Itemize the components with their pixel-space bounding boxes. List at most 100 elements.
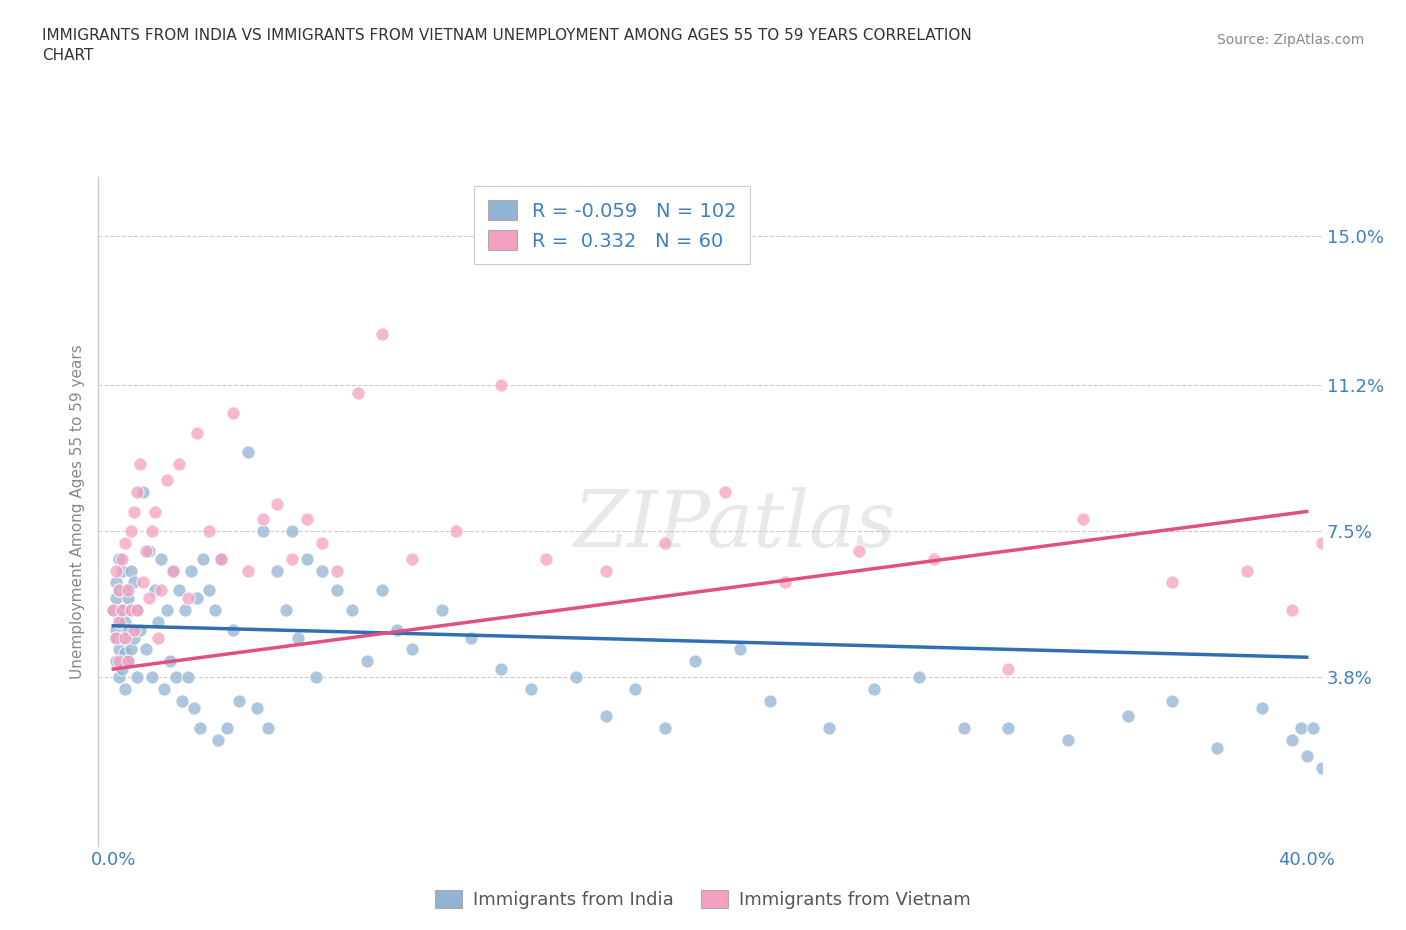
Point (105, 575, 128, 590)
Point (489, 661, 512, 676)
Point (167, 457, 190, 472)
Point (297, 512, 319, 526)
Point (127, 670, 149, 684)
Point (117, 583, 139, 598)
Point (1295, 749, 1317, 764)
Point (114, 615, 136, 630)
Point (997, 661, 1019, 676)
Point (311, 536, 333, 551)
Point (340, 603, 363, 618)
Point (141, 524, 163, 538)
Point (252, 524, 274, 538)
Point (401, 642, 423, 657)
Point (207, 733, 229, 748)
Point (143, 504, 166, 519)
Point (122, 504, 145, 519)
Point (167, 583, 190, 598)
Point (276, 603, 298, 618)
Point (1302, 721, 1324, 736)
Point (654, 721, 676, 736)
Point (170, 693, 193, 708)
Point (138, 543, 160, 558)
Point (114, 583, 136, 598)
Point (191, 551, 214, 566)
Point (311, 564, 333, 578)
Text: ZIPatlas: ZIPatlas (574, 486, 896, 563)
Point (135, 543, 157, 558)
Point (105, 654, 128, 669)
Point (1071, 512, 1094, 526)
Point (108, 610, 131, 625)
Point (122, 631, 145, 645)
Point (108, 654, 131, 669)
Point (108, 551, 131, 566)
Point (595, 564, 617, 578)
Point (1281, 603, 1303, 618)
Point (209, 551, 232, 566)
Point (153, 682, 176, 697)
Point (281, 551, 304, 566)
Point (773, 575, 796, 590)
Text: IMMIGRANTS FROM INDIA VS IMMIGRANTS FROM VIETNAM UNEMPLOYMENT AMONG AGES 55 TO 5: IMMIGRANTS FROM INDIA VS IMMIGRANTS FROM… (42, 28, 972, 62)
Point (114, 536, 136, 551)
Point (758, 693, 780, 708)
Point (371, 583, 394, 598)
Point (446, 524, 468, 538)
Point (266, 564, 288, 578)
Point (1319, 772, 1341, 787)
Point (257, 721, 280, 736)
Point (305, 670, 328, 684)
Point (728, 642, 751, 657)
Point (385, 622, 408, 637)
Point (183, 701, 205, 716)
Point (186, 425, 208, 440)
Point (105, 631, 128, 645)
Point (111, 564, 134, 578)
Point (132, 485, 155, 499)
Point (1057, 733, 1080, 748)
Point (922, 551, 945, 566)
Point (371, 326, 394, 341)
Point (347, 386, 370, 401)
Point (146, 631, 169, 645)
Point (863, 682, 886, 697)
Point (908, 670, 931, 684)
Point (654, 536, 676, 551)
Point (1319, 583, 1341, 598)
Point (236, 445, 259, 459)
Point (177, 591, 200, 605)
Point (120, 603, 142, 618)
Point (103, 603, 125, 618)
Point (401, 551, 423, 566)
Point (221, 622, 243, 637)
Point (520, 682, 543, 697)
Point (356, 654, 378, 669)
Point (105, 591, 128, 605)
Point (714, 485, 737, 499)
Point (624, 682, 647, 697)
Point (108, 670, 131, 684)
Point (143, 583, 166, 598)
Point (326, 583, 349, 598)
Point (117, 622, 139, 637)
Point (105, 631, 128, 645)
Point (1251, 701, 1274, 716)
Point (848, 543, 870, 558)
Point (108, 642, 131, 657)
Point (1116, 709, 1139, 724)
Point (165, 670, 187, 684)
Point (120, 603, 142, 618)
Point (105, 564, 128, 578)
Point (108, 583, 131, 598)
Point (209, 551, 232, 566)
Point (221, 405, 243, 420)
Point (198, 524, 221, 538)
Point (150, 551, 173, 566)
Point (266, 497, 288, 512)
Point (117, 654, 139, 669)
Point (997, 721, 1019, 736)
Point (146, 615, 169, 630)
Point (127, 485, 149, 499)
Point (120, 524, 142, 538)
Point (1161, 575, 1184, 590)
